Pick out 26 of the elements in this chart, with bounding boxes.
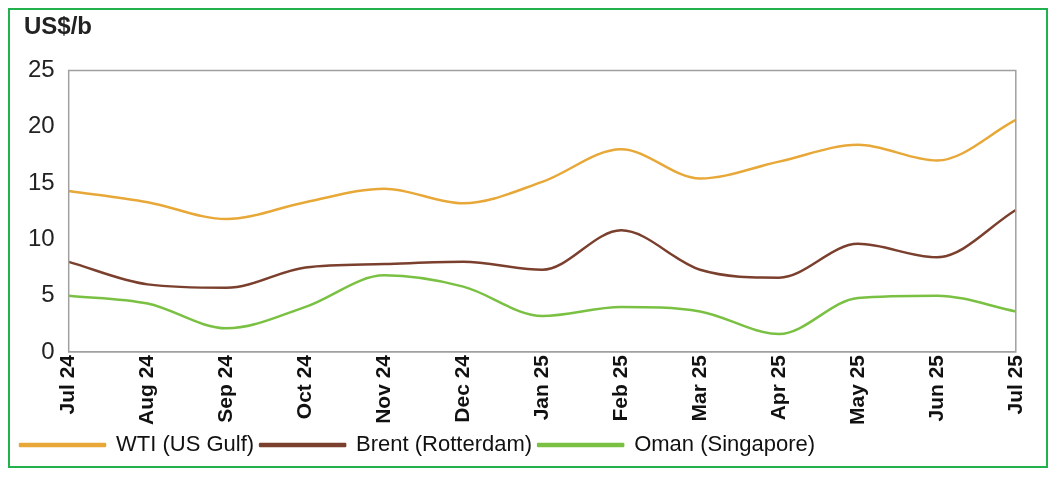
y-tick-label: 20 bbox=[27, 111, 55, 139]
x-tick-label: May 25 bbox=[844, 354, 868, 425]
x-tick-label: Feb 25 bbox=[607, 354, 631, 422]
x-tick-label: Apr 25 bbox=[765, 354, 789, 421]
x-tick-label: Dec 24 bbox=[450, 354, 474, 423]
line-series bbox=[67, 274, 1018, 336]
x-tick-label: Jun 25 bbox=[923, 354, 947, 422]
x-tick-label: Oct 24 bbox=[292, 354, 316, 420]
x-tick-label: Jul 24 bbox=[55, 354, 79, 415]
y-tick-label: 0 bbox=[41, 336, 55, 364]
legend-label: WTI (US Gulf) bbox=[116, 431, 255, 457]
legend-label: Oman (Singapore) bbox=[634, 431, 816, 457]
x-tick-label: Mar 25 bbox=[686, 354, 710, 422]
x-tick-label: Jan 25 bbox=[529, 354, 553, 421]
x-tick-label: Aug 24 bbox=[134, 354, 158, 425]
y-tick-label: 10 bbox=[27, 223, 55, 251]
legend-label: Brent (Rotterdam) bbox=[356, 431, 533, 457]
line-series bbox=[67, 208, 1018, 290]
x-tick-label: Sep 24 bbox=[213, 354, 237, 423]
line-series bbox=[67, 118, 1018, 221]
y-tick-label: 25 bbox=[27, 55, 55, 83]
x-tick-label: Nov 24 bbox=[371, 354, 395, 424]
y-axis-title: US$/b bbox=[24, 12, 93, 40]
x-tick-label: Jul 25 bbox=[1002, 354, 1026, 415]
y-tick-label: 15 bbox=[27, 167, 55, 195]
y-tick-label: 5 bbox=[41, 280, 55, 308]
